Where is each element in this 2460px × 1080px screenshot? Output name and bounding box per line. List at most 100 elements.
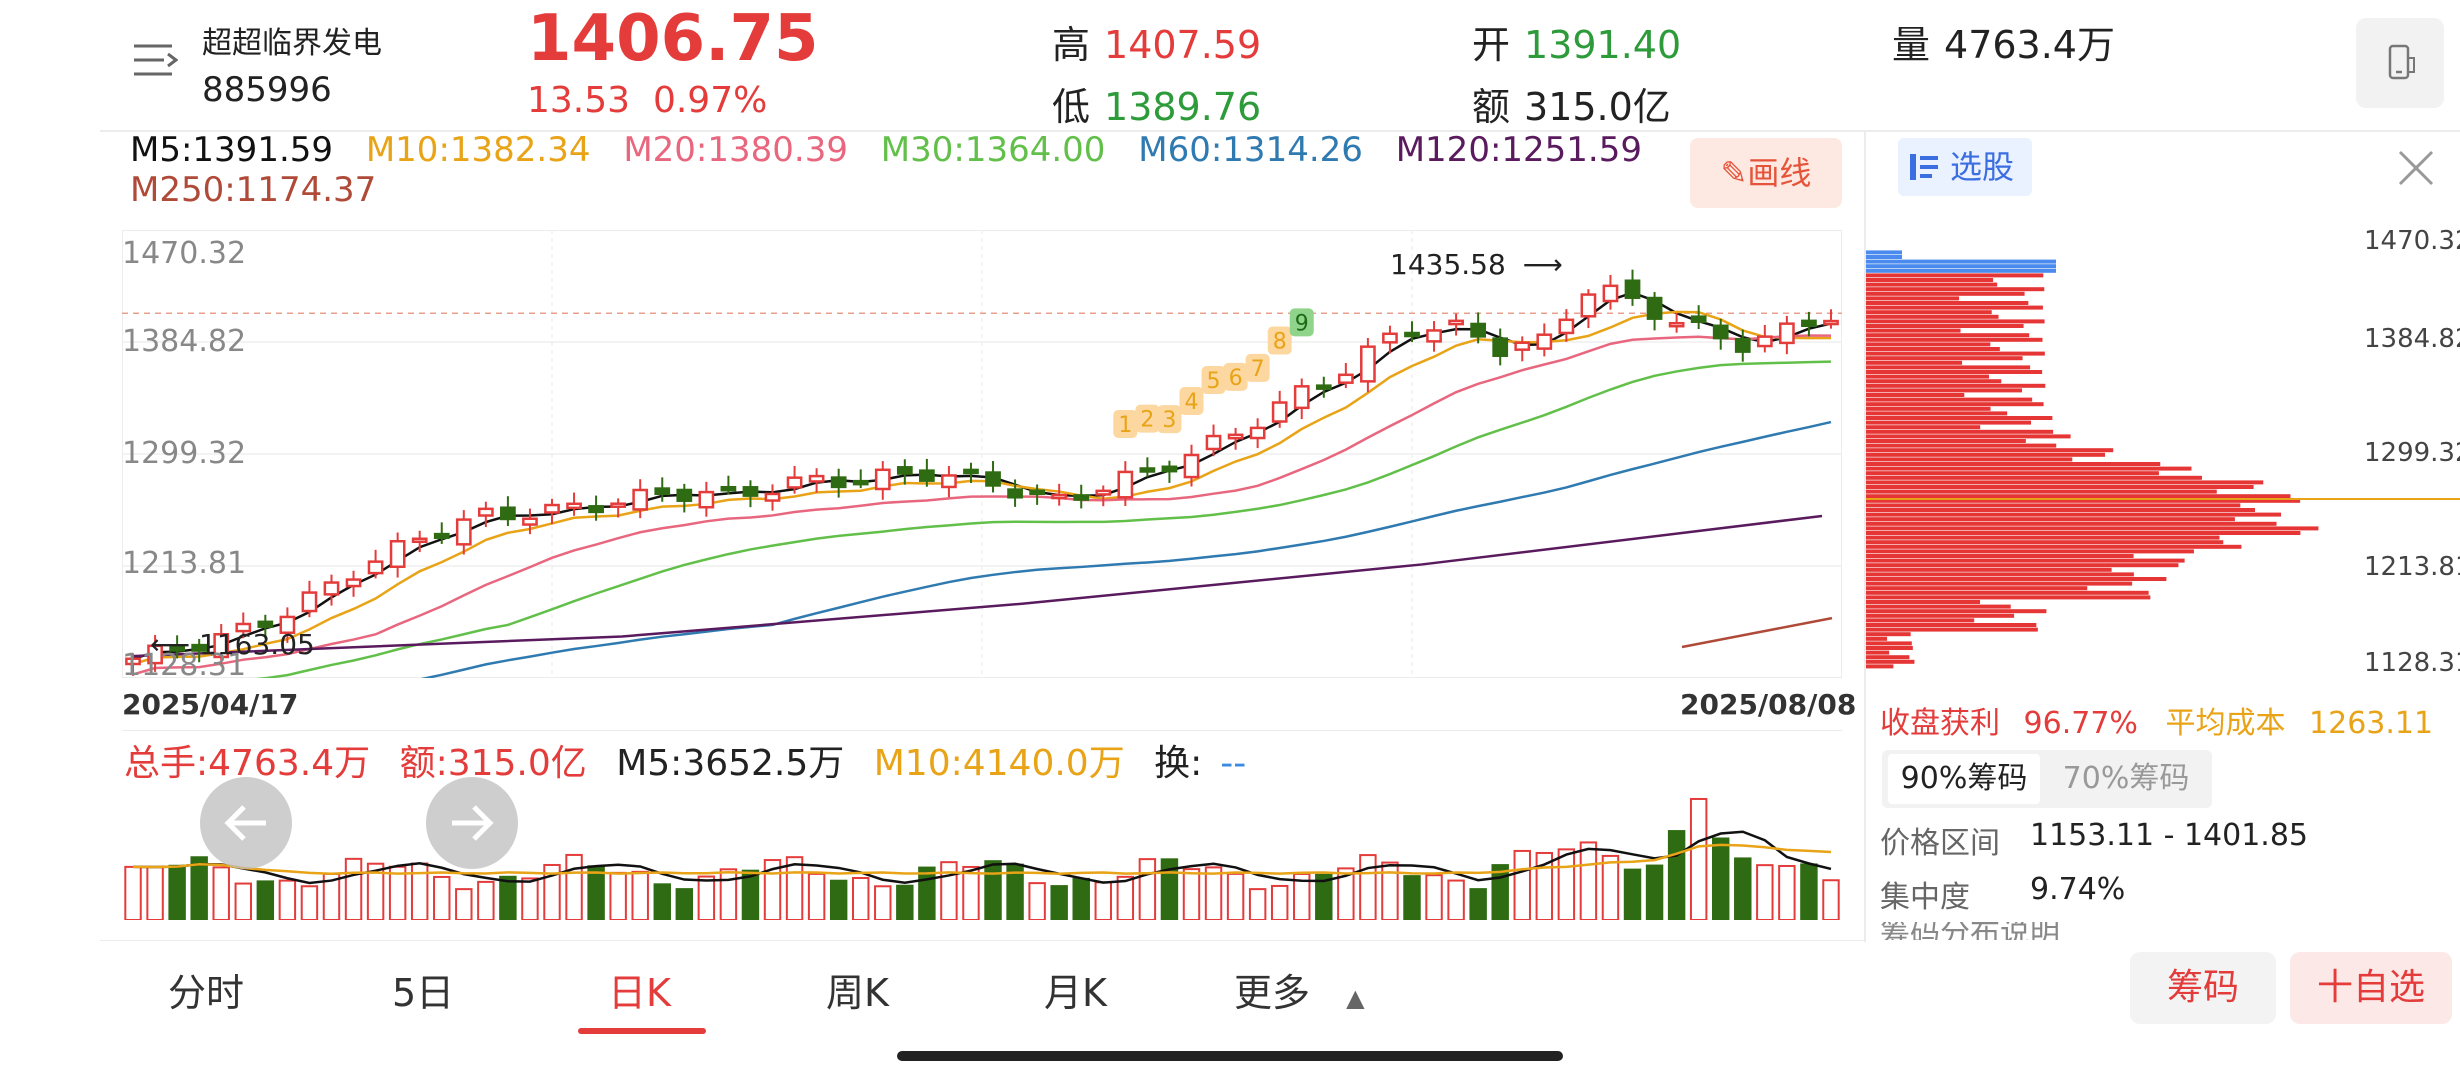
chip-bar-profit [1866,517,2235,522]
tab-weekly-k[interactable]: 周K [826,971,889,1015]
candle-body [1315,384,1332,390]
high-marker: 1435.58 ⟶ [1390,248,1563,281]
tab-daily-k[interactable]: 日K [608,971,671,1015]
chip-bar-profit [1866,393,1965,397]
volume-bar [1557,848,1576,920]
stock-picker-label: 选股 [1950,148,2015,186]
volume-chart[interactable] [122,790,1842,920]
tab-70-chips[interactable]: 70%筹码 [2062,761,2190,796]
home-indicator[interactable] [897,1051,1563,1061]
chip-bar-profit [1866,314,1999,319]
scroll-left-button[interactable] [200,777,292,869]
candle-body [919,469,935,482]
chip-bar-profit [1866,480,2264,485]
candle-body [544,503,560,514]
volume-bar [984,860,1002,920]
ma10-label: M10:1382.34 [365,130,591,170]
tab-90-chips[interactable]: 90%筹码 [1888,754,2040,804]
volume-m10-line [133,843,1832,876]
tab-intraday[interactable]: 分时 [168,971,245,1015]
chip-bar-profit [1866,351,2045,356]
candle-body [1029,489,1045,495]
chip-bar-profit [1866,319,2045,324]
low-value: 1389.76 [1104,85,1262,129]
candle-body [1646,296,1663,320]
volume-bar [521,877,539,920]
arrow-left-icon: ⟵ [150,628,191,661]
chip-bar-unprofit [1866,255,1902,259]
volume-bar [1072,877,1090,920]
volume-bar [1447,879,1465,920]
volume-bar [874,885,892,920]
price-range-value: 1153.11 - 1401.85 [2030,818,2309,853]
candle-body [896,466,913,475]
y-axis-label-2: 1384.82 [122,324,247,359]
close-icon[interactable] [2392,144,2440,192]
draw-line-button[interactable]: ✎画线 [1690,138,1842,208]
candle-body [1051,493,1068,500]
chip-bar-profit [1866,466,2192,471]
candle-body [1536,333,1553,350]
volume-bar [896,884,914,920]
chip-bar-profit [1866,328,1961,333]
volume-label: 量 [1892,23,1931,67]
chip-bar-profit [1866,664,1894,669]
profit-row: 收盘获利 96.77% 平均成本 1263.11 [1880,698,2433,742]
chip-distribution-chart[interactable] [1866,232,2460,674]
phone-rotate-icon [2388,44,2415,80]
candle-body [1183,453,1200,479]
candle-body [213,632,230,659]
volume-bar [763,859,782,920]
stock-picker-button[interactable]: 选股 [1898,138,2032,196]
volume-m5: M5:3652.5万 [616,743,845,784]
volume-bar [1756,864,1774,920]
turnover: 换: -- [1154,743,1264,784]
change-percent: 0.97% [652,80,768,121]
chip-bar-unprofit [1866,250,1902,255]
chips-button[interactable]: 筹码 [2130,952,2276,1024]
chip-bar-profit [1866,600,1981,604]
candle-body [985,471,1001,487]
draw-line-label: 画线 [1747,154,1812,192]
ma20-line [132,334,1831,676]
td-number: 5 [1207,369,1221,394]
low-marker: ⟵ 1163.05 [150,628,315,661]
stock-code: 885996 [202,70,332,110]
candle-body [345,578,362,588]
td-sequence-marks: 1 2 345 6 789 [1113,308,1314,438]
candle-body [1756,335,1773,348]
candle-body [610,502,627,508]
low-marker-value: 1163.05 [199,628,315,661]
candle-body [1293,385,1310,410]
chip-bar-profit [1866,618,1975,623]
chip-y-label-5: 1128.31 [2364,648,2460,678]
menu-icon[interactable] [132,38,178,84]
td-number: 9 [1295,311,1309,336]
chip-bar-profit [1866,333,2030,338]
candle-body [367,560,384,575]
chip-bar-profit [1866,439,2026,443]
chip-bar-profit [1866,471,2159,476]
chip-distribution-bars [1866,250,2319,669]
candle-body [411,537,428,543]
candle-body [1360,345,1376,383]
chip-bar-unprofit [1866,264,2056,269]
open-value: 1391.40 [1524,23,1682,67]
volume-bar [962,865,980,920]
candle-body [1249,426,1266,440]
volume-bar [1800,863,1818,920]
tab-more[interactable]: 更多 ▲ [1234,962,1365,1017]
tab-5day[interactable]: 5日 [392,971,455,1015]
volume-bar [1138,858,1157,920]
chip-note-link[interactable]: 筹码分布说明 [1880,922,2060,940]
tab-monthly-k[interactable]: 月K [1044,971,1107,1015]
add-favorite-button[interactable]: 十自选 [2290,952,2452,1024]
ma5-line [132,291,1832,660]
td-badge [1113,409,1138,438]
landscape-toggle-button[interactable] [2356,18,2444,108]
chip-bar-profit [1866,337,2043,342]
avg-cost-value: 1263.11 [2309,706,2434,741]
scroll-right-button[interactable] [426,777,518,869]
candlestick-chart[interactable]: 1 2 345 6 789 [122,230,1842,678]
candle-body [588,505,604,514]
